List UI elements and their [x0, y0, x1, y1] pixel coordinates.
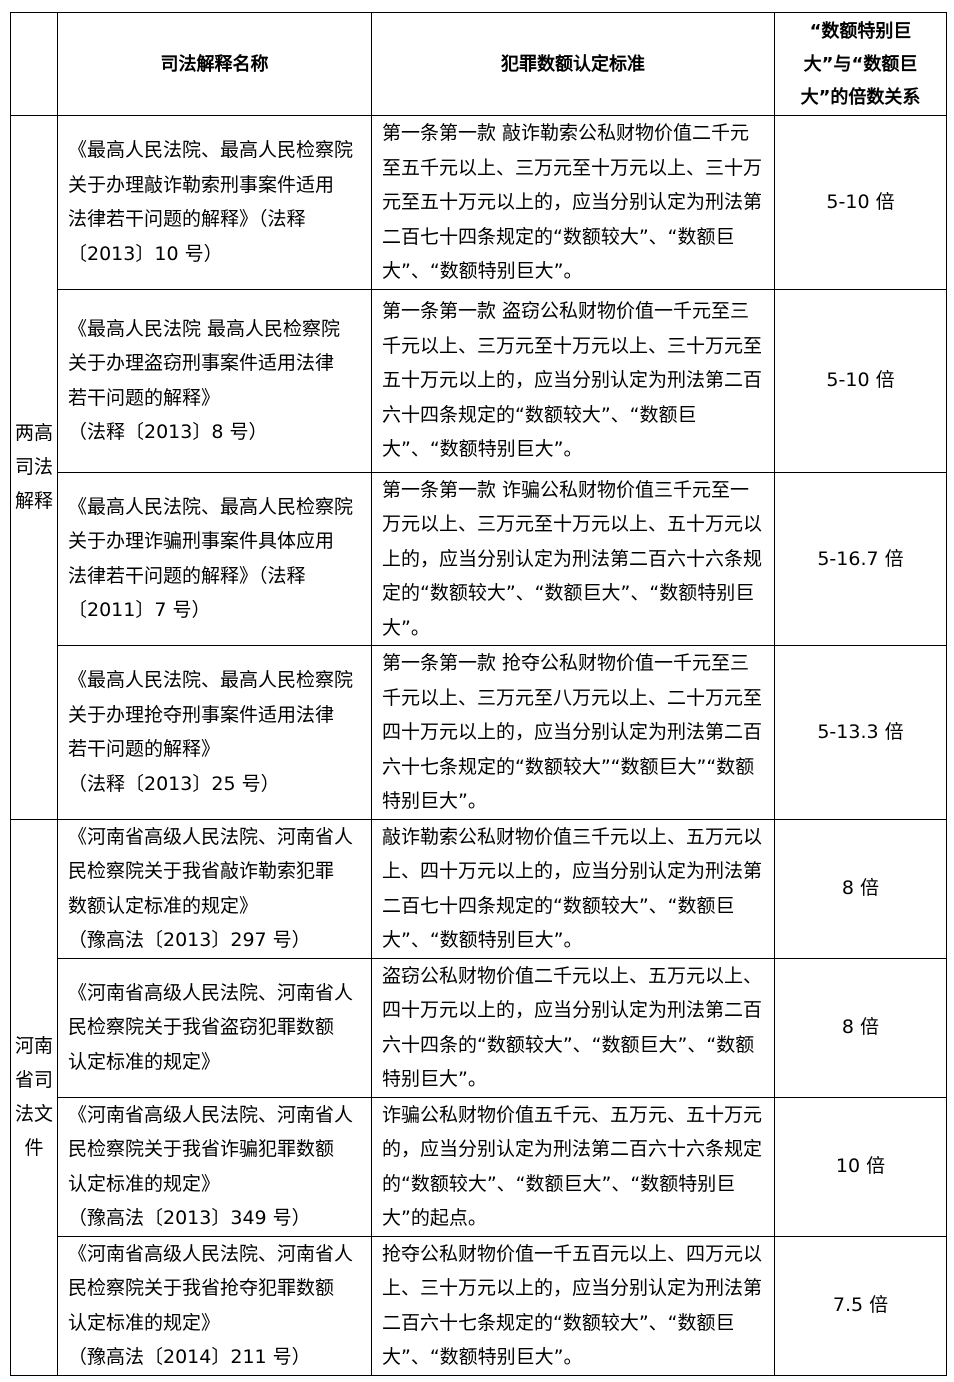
- ratio: 5-13.3 倍: [774, 645, 947, 820]
- interpretation-name: 《河南省高级人民法院、河南省人 民检察院关于我省敲诈勒索犯罪 数额认定标准的规定…: [57, 818, 372, 959]
- amount-standard: 诈骗公私财物价值五千元、五万元、五十万元的，应当分别认定为刑法第二百六十六条规定…: [371, 1096, 775, 1237]
- interpretation-name: 《最高人民法院、最高人民检察院 关于办理敲诈勒索刑事案件适用 法律若干问题的解释…: [57, 115, 372, 290]
- amount-standard: 抢夺公私财物价值一千五百元以上、四万元以上、三十万元以上的，应当分别认定为刑法第…: [371, 1235, 775, 1376]
- header-group: [10, 12, 58, 116]
- ratio: 8 倍: [774, 818, 947, 959]
- header-name: 司法解释名称: [57, 12, 372, 116]
- header-ratio: “数额特别巨 大”与“数额巨 大”的倍数关系: [774, 12, 947, 116]
- amount-standard: 第一条第一款 诈骗公私财物价值三千元至一万元以上、三万元至十万元以上、五十万元以…: [371, 471, 775, 646]
- ratio: 10 倍: [774, 1096, 947, 1237]
- ratio: 5-16.7 倍: [774, 471, 947, 646]
- table-row: 《河南省高级人民法院、河南省人 民检察院关于我省盗窃犯罪数额 认定标准的规定》 …: [11, 957, 947, 1098]
- interpretation-name: 《最高人民法院 最高人民检察院 关于办理盗窃刑事案件适用法律 若干问题的解释》 …: [57, 288, 372, 473]
- ratio: 8 倍: [774, 957, 947, 1098]
- amount-standard: 敲诈勒索公私财物价值三千元以上、五万元以上、四十万元以上的，应当分别认定为刑法第…: [371, 818, 775, 959]
- table-row: 《河南省高级人民法院、河南省人 民检察院关于我省抢夺犯罪数额 认定标准的规定》 …: [11, 1235, 947, 1376]
- amount-standard: 第一条第一款 盗窃公私财物价值一千元至三千元以上、三万元至十万元以上、三十万元至…: [371, 288, 775, 473]
- interpretation-name: 《最高人民法院、最高人民检察院 关于办理抢夺刑事案件适用法律 若干问题的解释》 …: [57, 645, 372, 820]
- interpretation-name: 《河南省高级人民法院、河南省人 民检察院关于我省盗窃犯罪数额 认定标准的规定》: [57, 957, 372, 1098]
- group-label: 河南 省司 法文 件: [10, 818, 58, 1376]
- ratio: 5-10 倍: [774, 288, 947, 473]
- amount-standard: 盗窃公私财物价值二千元以上、五万元以上、四十万元以上的，应当分别认定为刑法第二百…: [371, 957, 775, 1098]
- ratio: 5-10 倍: [774, 115, 947, 290]
- table-row: 《最高人民法院 最高人民检察院 关于办理盗窃刑事案件适用法律 若干问题的解释》 …: [11, 288, 947, 473]
- table-row: 《最高人民法院、最高人民检察院 关于办理诈骗刑事案件具体应用 法律若干问题的解释…: [11, 471, 947, 646]
- amount-standard: 第一条第一款 敲诈勒索公私财物价值二千元至五千元以上、三万元至十万元以上、三十万…: [371, 115, 775, 290]
- table-row: 《最高人民法院、最高人民检察院 关于办理抢夺刑事案件适用法律 若干问题的解释》 …: [11, 645, 947, 820]
- table-row: 河南 省司 法文 件 《河南省高级人民法院、河南省人 民检察院关于我省敲诈勒索犯…: [10, 818, 947, 1376]
- ratio: 7.5 倍: [774, 1235, 947, 1376]
- header-row: 司法解释名称 犯罪数额认定标准 “数额特别巨 大”与“数额巨 大”的倍数关系: [10, 12, 947, 116]
- header-standard: 犯罪数额认定标准: [371, 12, 775, 116]
- interpretation-name: 《河南省高级人民法院、河南省人 民检察院关于我省诈骗犯罪数额 认定标准的规定》 …: [57, 1096, 372, 1237]
- interpretation-name: 《最高人民法院、最高人民检察院 关于办理诈骗刑事案件具体应用 法律若干问题的解释…: [57, 471, 372, 646]
- group-label: 两高 司法 解释: [10, 115, 58, 820]
- interpretation-name: 《河南省高级人民法院、河南省人 民检察院关于我省抢夺犯罪数额 认定标准的规定》 …: [57, 1235, 372, 1376]
- table-row: 《河南省高级人民法院、河南省人 民检察院关于我省诈骗犯罪数额 认定标准的规定》 …: [11, 1096, 947, 1237]
- judicial-interpretation-table: 司法解释名称 犯罪数额认定标准 “数额特别巨 大”与“数额巨 大”的倍数关系 两…: [10, 12, 947, 1376]
- table-row: 两高 司法 解释 《最高人民法院、最高人民检察院 关于办理敲诈勒索刑事案件适用 …: [10, 115, 947, 820]
- amount-standard: 第一条第一款 抢夺公私财物价值一千元至三千元以上、三万元至八万元以上、二十万元至…: [371, 645, 775, 820]
